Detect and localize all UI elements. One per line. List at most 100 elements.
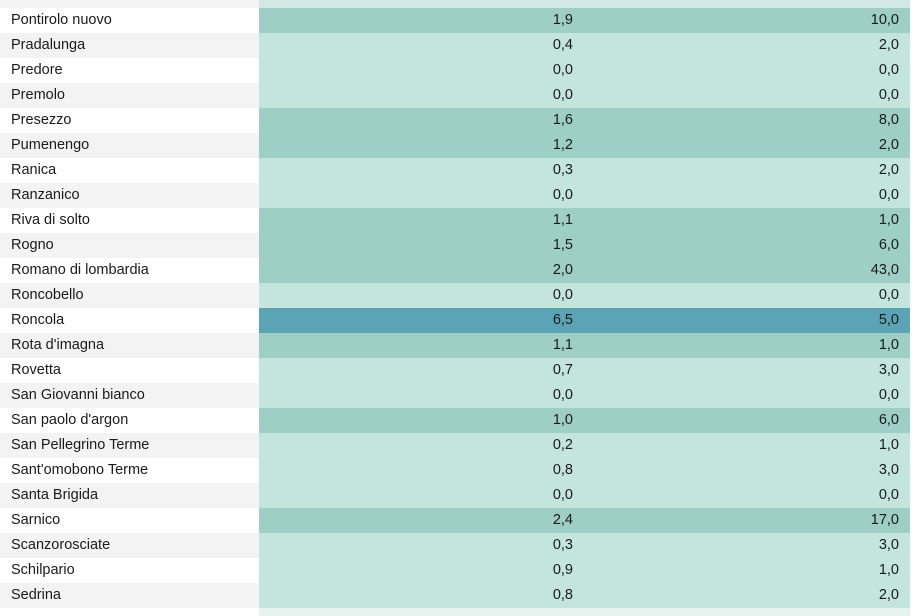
value-col-1: 1,5 bbox=[259, 233, 584, 258]
value-col-1: 0,8 bbox=[259, 583, 584, 608]
municipality-name: Romano di lombardia bbox=[0, 258, 259, 283]
table-row: Riva di solto1,11,0 bbox=[0, 208, 920, 233]
value-col-2: 1,0 bbox=[584, 333, 910, 358]
value-col-1: 1,9 bbox=[259, 8, 584, 33]
value-col-1 bbox=[259, 608, 584, 616]
value-col-2: 3,0 bbox=[584, 458, 910, 483]
value-col-1: 0,2 bbox=[259, 433, 584, 458]
table-row: Presezzo1,68,0 bbox=[0, 108, 920, 133]
table-row: Roncobello0,00,0 bbox=[0, 283, 920, 308]
value-col-2: 5,0 bbox=[584, 308, 910, 333]
value-col-2: 0,0 bbox=[584, 183, 910, 208]
value-col-1: 1,1 bbox=[259, 208, 584, 233]
table-row: Sant'omobono Terme0,83,0 bbox=[0, 458, 920, 483]
table-row: San Pellegrino Terme0,21,0 bbox=[0, 433, 920, 458]
table-row: Romano di lombardia2,043,0 bbox=[0, 258, 920, 283]
municipality-name: San Pellegrino Terme bbox=[0, 433, 259, 458]
value-col-1: 0,0 bbox=[259, 83, 584, 108]
table-row: Premolo0,00,0 bbox=[0, 83, 920, 108]
value-col-2: 2,0 bbox=[584, 158, 910, 183]
value-col-1: 0,0 bbox=[259, 483, 584, 508]
value-col-1: 0,3 bbox=[259, 158, 584, 183]
municipality-name: Premolo bbox=[0, 83, 259, 108]
value-col-2: 2,0 bbox=[584, 133, 910, 158]
value-col-2: 0,0 bbox=[584, 58, 910, 83]
value-col-1: 1,6 bbox=[259, 108, 584, 133]
municipality-name: Pontirolo nuovo bbox=[0, 8, 259, 33]
table-row: Ranica0,32,0 bbox=[0, 158, 920, 183]
value-col-2: 2,0 bbox=[584, 583, 910, 608]
value-col-2 bbox=[584, 608, 910, 616]
value-col-2: 3,0 bbox=[584, 358, 910, 383]
value-col-2: 1,0 bbox=[584, 433, 910, 458]
municipality-name: Ranica bbox=[0, 158, 259, 183]
value-col-1: 0,9 bbox=[259, 558, 584, 583]
value-col-1: 6,5 bbox=[259, 308, 584, 333]
table-row: Predore0,00,0 bbox=[0, 58, 920, 83]
value-col-1: 1,1 bbox=[259, 333, 584, 358]
value-col-1: 1,0 bbox=[259, 408, 584, 433]
value-col-1: 0,0 bbox=[259, 58, 584, 83]
value-col-1: 0,7 bbox=[259, 358, 584, 383]
table-row: Rovetta0,73,0 bbox=[0, 358, 920, 383]
value-col-1 bbox=[259, 0, 584, 8]
value-col-2: 8,0 bbox=[584, 108, 910, 133]
table-row: Rogno1,56,0 bbox=[0, 233, 920, 258]
table-row bbox=[0, 0, 920, 8]
municipality-name: Presezzo bbox=[0, 108, 259, 133]
table-row: Pontirolo nuovo1,910,0 bbox=[0, 8, 920, 33]
municipality-name: Santa Brigida bbox=[0, 483, 259, 508]
value-col-1: 0,4 bbox=[259, 33, 584, 58]
value-col-1: 0,3 bbox=[259, 533, 584, 558]
table-row: Schilpario0,91,0 bbox=[0, 558, 920, 583]
municipality-name: Rovetta bbox=[0, 358, 259, 383]
value-col-2 bbox=[584, 0, 910, 8]
table-row: Roncola6,55,0 bbox=[0, 308, 920, 333]
value-col-2: 6,0 bbox=[584, 233, 910, 258]
value-col-1: 1,2 bbox=[259, 133, 584, 158]
table-row: Pumenengo1,22,0 bbox=[0, 133, 920, 158]
municipality-name: Sedrina bbox=[0, 583, 259, 608]
municipality-name: Roncobello bbox=[0, 283, 259, 308]
data-table: Pontirolo nuovo1,910,0Pradalunga0,42,0Pr… bbox=[0, 0, 920, 616]
value-col-2: 17,0 bbox=[584, 508, 910, 533]
value-col-2: 3,0 bbox=[584, 533, 910, 558]
table-row: Rota d'imagna1,11,0 bbox=[0, 333, 920, 358]
municipality-name: San paolo d'argon bbox=[0, 408, 259, 433]
municipality-name: Sant'omobono Terme bbox=[0, 458, 259, 483]
municipality-name: Schilpario bbox=[0, 558, 259, 583]
municipality-name: Roncola bbox=[0, 308, 259, 333]
municipality-name: San Giovanni bianco bbox=[0, 383, 259, 408]
value-col-1: 2,4 bbox=[259, 508, 584, 533]
table-row: San paolo d'argon1,06,0 bbox=[0, 408, 920, 433]
value-col-1: 0,0 bbox=[259, 383, 584, 408]
municipality-name: Rogno bbox=[0, 233, 259, 258]
municipality-name: Rota d'imagna bbox=[0, 333, 259, 358]
table-row: Pradalunga0,42,0 bbox=[0, 33, 920, 58]
value-col-1: 0,0 bbox=[259, 283, 584, 308]
value-col-2: 2,0 bbox=[584, 33, 910, 58]
table-row: Sarnico2,417,0 bbox=[0, 508, 920, 533]
value-col-2: 0,0 bbox=[584, 83, 910, 108]
municipality-name bbox=[0, 0, 259, 8]
value-col-1: 0,8 bbox=[259, 458, 584, 483]
municipality-name: Pradalunga bbox=[0, 33, 259, 58]
value-col-2: 10,0 bbox=[584, 8, 910, 33]
municipality-name: Pumenengo bbox=[0, 133, 259, 158]
table-row bbox=[0, 608, 920, 616]
municipality-name bbox=[0, 608, 259, 616]
value-col-2: 0,0 bbox=[584, 383, 910, 408]
municipality-name: Scanzorosciate bbox=[0, 533, 259, 558]
table-row: Ranzanico0,00,0 bbox=[0, 183, 920, 208]
value-col-2: 1,0 bbox=[584, 558, 910, 583]
municipality-name: Sarnico bbox=[0, 508, 259, 533]
municipality-name: Riva di solto bbox=[0, 208, 259, 233]
table-row: San Giovanni bianco0,00,0 bbox=[0, 383, 920, 408]
table-row: Scanzorosciate0,33,0 bbox=[0, 533, 920, 558]
table-row: Santa Brigida0,00,0 bbox=[0, 483, 920, 508]
value-col-2: 43,0 bbox=[584, 258, 910, 283]
value-col-1: 0,0 bbox=[259, 183, 584, 208]
value-col-2: 0,0 bbox=[584, 483, 910, 508]
value-col-1: 2,0 bbox=[259, 258, 584, 283]
value-col-2: 6,0 bbox=[584, 408, 910, 433]
